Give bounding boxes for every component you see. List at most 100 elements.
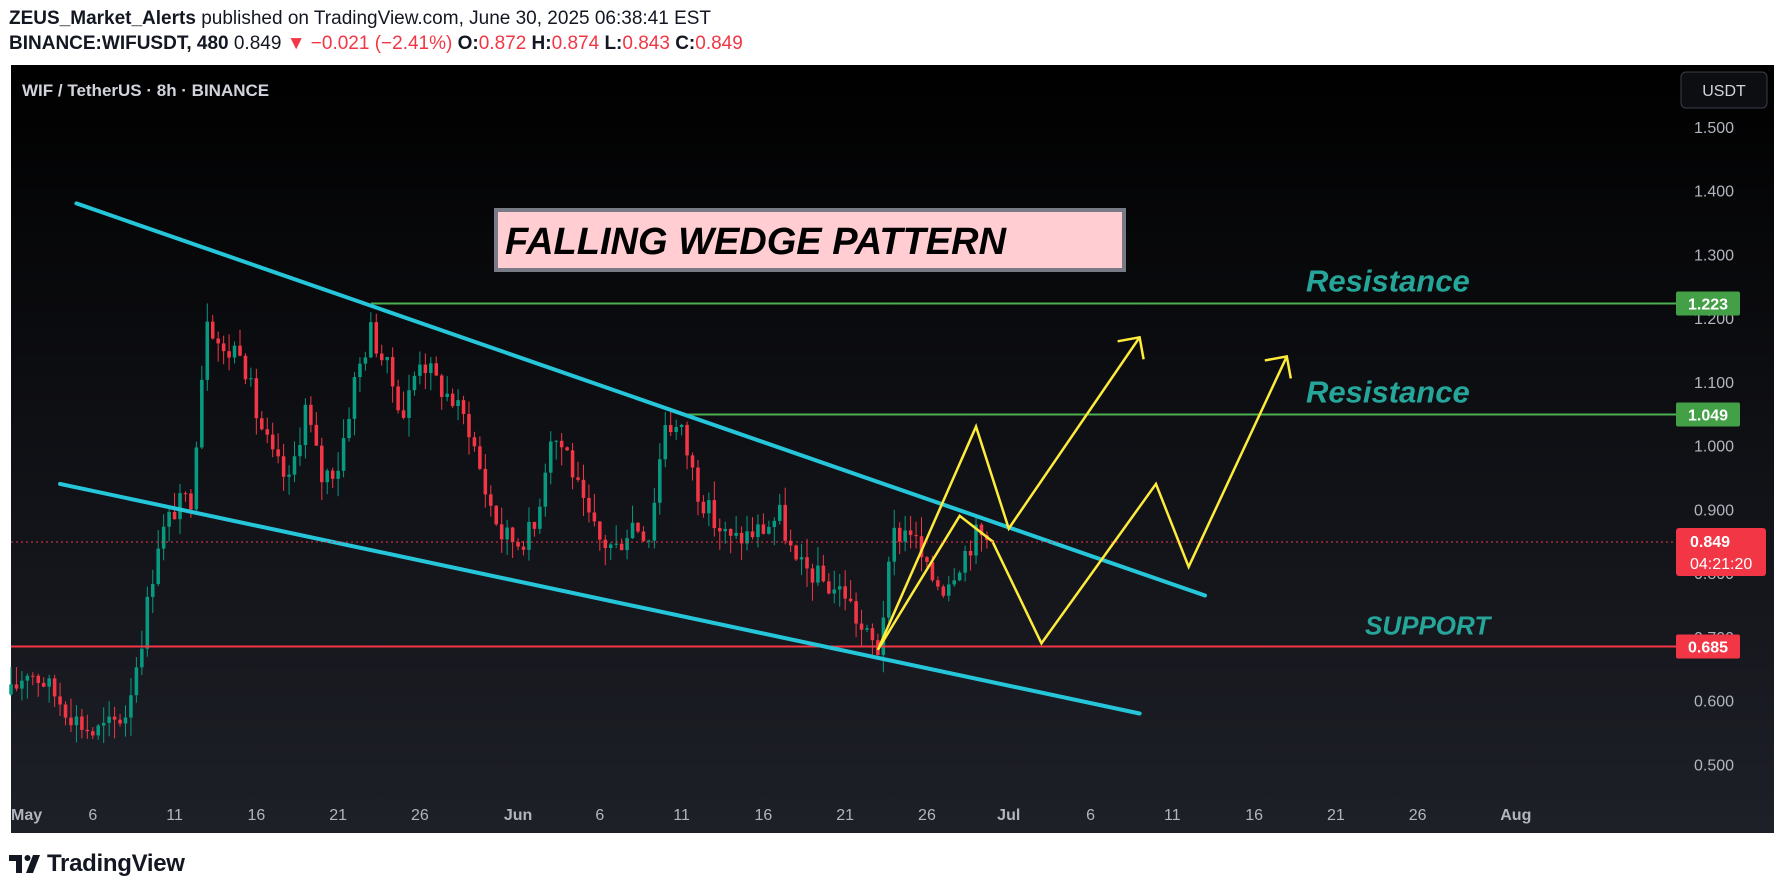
candle-body [347,418,351,439]
candle-body [788,540,793,546]
candle-body [418,364,422,376]
candle-body [658,459,662,503]
candle-body [837,586,842,590]
candle-body [41,682,46,687]
x-tick-label-7: 6 [595,807,604,824]
candle-body [865,628,869,630]
candle-body [663,425,668,460]
candle-body [287,474,291,477]
resistance-label-0: Resistance [1306,264,1470,299]
candle-body [783,504,787,541]
x-tick-label-8: 11 [673,807,690,824]
candle-body [281,456,286,477]
y-tick-label-2: 1.300 [1694,247,1734,264]
candle-body [652,502,657,541]
candle-body [587,497,591,513]
candle-body [625,538,629,551]
author-name[interactable]: ZEUS_Market_Alerts [9,8,196,29]
candle-body [401,410,406,418]
high-value: 0.874 [551,33,600,54]
x-tick-label-9: 16 [754,807,772,824]
candle-body [952,580,956,585]
candle-body [538,506,542,529]
candle-body [358,363,362,378]
x-tick-label-2: 11 [166,807,183,824]
countdown-label: 04:21:20 [1690,556,1752,573]
y-tick-label-5: 1.000 [1694,439,1734,456]
x-tick-label-5: 26 [411,807,429,824]
currency-button-label: USDT [1702,83,1746,100]
candle-body [434,363,439,376]
candle-body [439,375,444,397]
candle-body [805,557,809,569]
candle-body [210,321,215,339]
candle-body [527,521,531,550]
candle-body [696,467,700,502]
candle-body [270,434,275,450]
x-tick-label-10: 21 [836,807,854,824]
candle-body [232,345,237,358]
candle-body [112,716,117,720]
candle-body [167,511,171,527]
candle-body [47,678,51,687]
price-change: −0.021 (−2.41%) [310,33,453,54]
candle-body [445,393,449,397]
candle-body [608,544,613,549]
candle-body [756,524,760,538]
candle-body [25,675,30,681]
x-tick-label-18: Aug [1500,807,1531,824]
candle-body [396,386,400,411]
candle-body [101,722,106,726]
candle-body [134,667,139,696]
resistance-label-1: Resistance [1306,374,1470,409]
candle-body [363,357,368,364]
level-price-tag-0 [1676,291,1740,316]
x-tick-label-4: 21 [329,807,347,824]
currency-button[interactable] [1680,71,1768,109]
wedge-upper-line [74,201,1208,598]
x-tick-label-15: 16 [1245,807,1263,824]
x-tick-label-13: 6 [1086,807,1095,824]
candle-body [107,716,111,723]
pattern-annotation-text: FALLING WEDGE PATTERN [505,221,1008,263]
candle-body [816,565,820,583]
candle-body [156,548,160,585]
tradingview-brand[interactable]: TradingView [47,850,185,877]
level-price-label-1: 1.049 [1688,407,1728,424]
candle-body [794,545,798,560]
candle-body [777,504,782,521]
candle-body [96,725,101,736]
candle-body [379,353,384,361]
candle-body [576,477,580,480]
open-label: O: [457,33,479,54]
candle-body [494,505,499,525]
candle-body [341,438,346,471]
candle-body [739,532,744,544]
candle-body [936,580,940,587]
candle-body [592,512,597,522]
ticker-symbol: BINANCE:WIFUSDT, 480 [9,33,229,54]
candle-body [668,425,673,433]
candle-body [548,441,553,473]
candle-body [221,343,226,352]
candle-body [728,528,733,536]
level-price-tag-2 [1676,634,1740,659]
candle-body [559,440,564,448]
candle-body [85,729,90,732]
candle-body [194,447,199,510]
candle-body [598,521,602,540]
projection-path-b [876,336,1141,651]
chart-area[interactable] [11,65,1774,833]
candle-body [227,351,231,358]
y-tick-label-9: 0.600 [1694,694,1734,711]
low-label: L: [604,33,623,54]
y-tick-label-1: 1.400 [1694,184,1734,201]
candle-body [897,527,902,542]
candle-body [636,522,640,532]
projection-path-a [876,355,1288,651]
candle-body [941,586,946,596]
candle-body [614,543,618,545]
candle-body [31,675,35,677]
tradingview-logo-icon [9,853,41,875]
